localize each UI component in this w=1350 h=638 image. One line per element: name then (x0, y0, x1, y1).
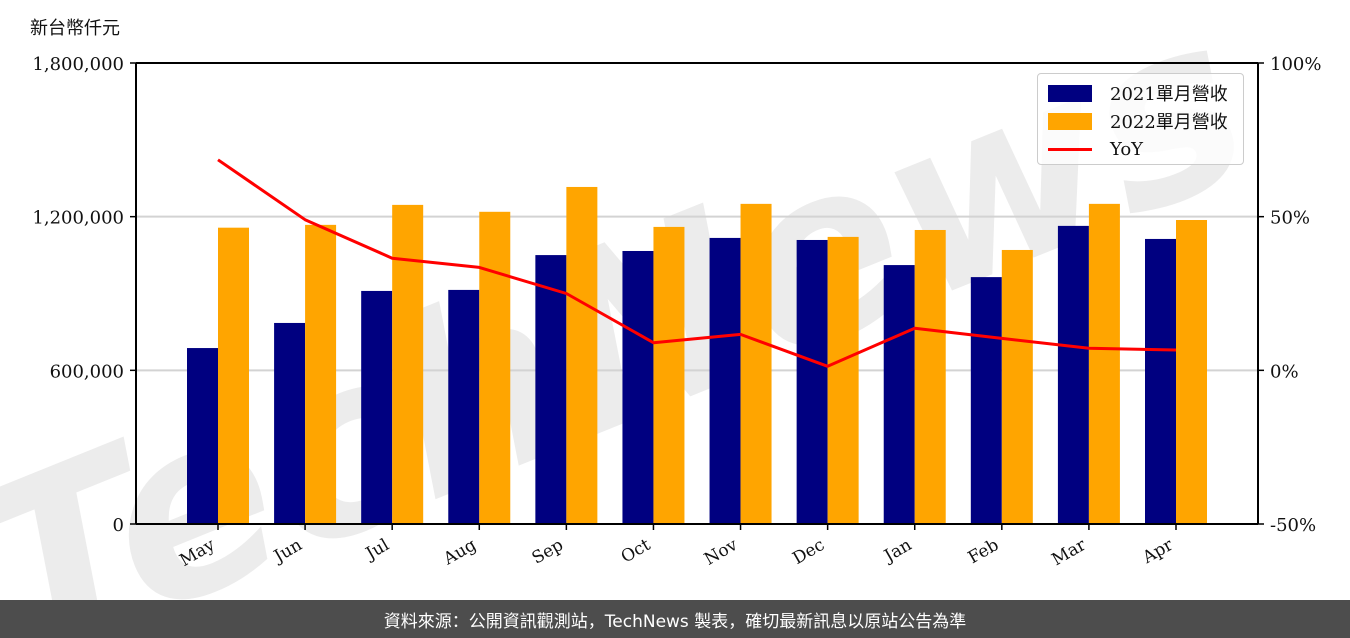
source-footer: 資料來源：公開資訊觀測站，TechNews 製表，確切最新訊息以原站公告為準 (0, 600, 1350, 638)
bar-2022-nov (740, 203, 772, 524)
legend: 2021單月營收 2022單月營收 YoY (1037, 73, 1244, 165)
legend-swatch-2022 (1048, 112, 1092, 130)
bar-2021-may (187, 348, 218, 524)
legend-label-2022: 2022單月營收 (1110, 112, 1228, 133)
bar-2022-sep (566, 186, 598, 525)
bar-2022-jun (305, 224, 337, 524)
left-axis-tick-label: 600,000 (50, 361, 124, 382)
x-axis-tick-label-jan: Jan (879, 535, 915, 567)
axes (135, 62, 1259, 525)
source-footer-text: 資料來源：公開資訊觀測站，TechNews 製表，確切最新訊息以原站公告為準 (383, 611, 967, 632)
right-axis-tick-label: -50% (1270, 515, 1316, 536)
legend-item-yoy: YoY (1046, 135, 1235, 163)
x-axis-tick-label-apr: Apr (1139, 535, 1178, 569)
left-axis-ticks: 0 600,000 1,200,000 1,800,000 (32, 54, 136, 536)
x-axis-tick-label-oct: Oct (618, 535, 654, 568)
bar-2021-jan (883, 265, 915, 524)
bar-2021-aug (448, 289, 480, 524)
bar-2021-mar (1057, 225, 1089, 525)
bar-2022-apr (1176, 219, 1207, 525)
right-axis-tick-label: 50% (1270, 208, 1310, 229)
x-axis-tick-label-nov: Nov (701, 535, 741, 570)
bar-2021-sep (535, 255, 567, 525)
bar-2022-mar (1088, 203, 1120, 524)
x-axis-tick-label-mar: Mar (1049, 535, 1091, 571)
bar-2022-aug (479, 211, 511, 525)
bar-2022-jul (392, 204, 424, 524)
x-axis-tick-label-feb: Feb (965, 535, 1003, 568)
legend-label-2021: 2021單月營收 (1110, 84, 1228, 105)
bar-2021-feb (970, 277, 1002, 524)
right-axis-tick-label: 0% (1270, 361, 1299, 382)
bar-2021-dec (796, 239, 828, 524)
right-axis-ticks: -50% 0% 50% 100% (1258, 54, 1321, 536)
bar-2021-apr (1145, 238, 1176, 524)
bar-2021-oct (622, 250, 654, 525)
bar-2022-may (218, 227, 249, 524)
yoy-line-series (217, 158, 1177, 368)
bar-2022-jan (914, 229, 946, 525)
x-axis-tick-label-dec: Dec (789, 535, 828, 569)
bar-2021-jun (274, 322, 306, 524)
y-axis-unit-label: 新台幣仟元 (30, 18, 120, 39)
legend-swatch-2021 (1048, 84, 1092, 102)
bar-2021-nov (709, 237, 741, 524)
bar-series (187, 186, 1207, 525)
left-axis-tick-label: 1,800,000 (32, 54, 124, 75)
yoy-line (217, 158, 1177, 368)
bar-2022-dec (827, 236, 859, 524)
legend-label-yoy: YoY (1110, 138, 1144, 160)
left-axis-tick-label: 1,200,000 (32, 208, 124, 229)
x-axis-tick-label-sep: Sep (529, 535, 567, 569)
legend-item-2022: 2022單月營收 (1046, 107, 1235, 135)
bar-2022-feb (1001, 249, 1033, 524)
left-axis-tick-label: 0 (113, 515, 124, 536)
right-axis-tick-label: 100% (1270, 54, 1321, 75)
bar-2021-jul (361, 290, 393, 524)
legend-item-2021: 2021單月營收 (1046, 79, 1235, 107)
legend-line-yoy (1048, 147, 1092, 151)
bar-2022-oct (653, 226, 685, 524)
